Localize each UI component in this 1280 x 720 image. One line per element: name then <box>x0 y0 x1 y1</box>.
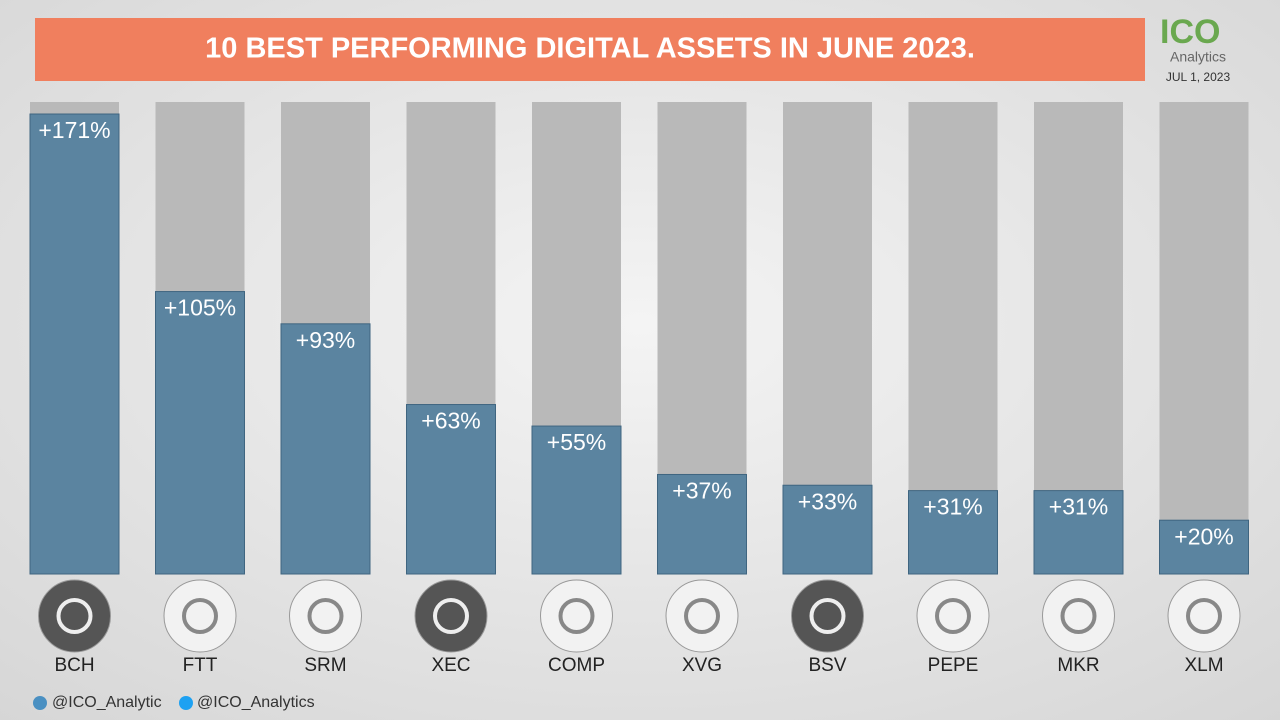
chart-title: 10 BEST PERFORMING DIGITAL ASSETS IN JUN… <box>205 33 975 65</box>
coin-glyph <box>1060 598 1097 634</box>
bar <box>1033 490 1124 575</box>
value-label: +20% <box>1174 523 1233 549</box>
coin-glyph <box>558 598 595 634</box>
x-tick-label: XLM <box>1184 655 1223 676</box>
x-tick-label: XVG <box>682 655 722 676</box>
coin-glyph <box>182 598 218 634</box>
twitter-icon <box>179 696 193 710</box>
bar <box>657 473 747 575</box>
x-tick-label: MKR <box>1057 655 1099 676</box>
coin-icon <box>916 579 990 653</box>
coin-icon <box>540 579 613 653</box>
value-label: +31% <box>923 494 982 520</box>
value-label: +33% <box>798 488 857 514</box>
bar <box>155 291 245 575</box>
coin-icon <box>1042 579 1115 653</box>
coin-glyph <box>56 598 93 634</box>
bar <box>908 490 998 575</box>
value-label: +55% <box>547 429 606 455</box>
value-label: +105% <box>164 295 236 321</box>
value-label: +171% <box>38 117 110 143</box>
title-banner <box>35 18 1145 81</box>
x-tick-label: XEC <box>431 655 470 676</box>
coin-icon <box>665 579 739 653</box>
bar <box>280 323 371 575</box>
bar <box>406 404 496 575</box>
bar-track <box>1159 102 1249 574</box>
coin-glyph <box>1186 598 1222 634</box>
coin-glyph <box>935 598 971 634</box>
bar <box>531 425 622 575</box>
value-label: +37% <box>672 478 731 504</box>
coin-glyph <box>433 598 469 634</box>
coin-glyph <box>307 598 344 634</box>
x-tick-label: SRM <box>304 655 346 676</box>
bar <box>782 484 873 575</box>
coin-icon <box>38 579 111 653</box>
footer-twitter: @ICO_Analytics <box>197 694 315 711</box>
coin-icon <box>1167 579 1241 653</box>
footer-telegram: @ICO_Analytic <box>52 694 162 711</box>
logo-date: JUL 1, 2023 <box>1166 70 1231 84</box>
coin-glyph <box>809 598 846 634</box>
value-label: +31% <box>1049 494 1108 520</box>
coin-glyph <box>684 598 720 634</box>
logo-name: ICO <box>1160 13 1220 51</box>
coin-icon <box>791 579 864 653</box>
x-tick-label: FTT <box>183 655 218 676</box>
coin-icon <box>289 579 362 653</box>
logo-subtitle: Analytics <box>1170 49 1226 65</box>
coin-icon <box>163 579 237 653</box>
bar <box>29 113 120 575</box>
x-tick-label: COMP <box>548 655 605 676</box>
coin-icon <box>414 579 488 653</box>
telegram-icon <box>33 696 47 710</box>
value-label: +63% <box>421 408 480 434</box>
bar <box>1159 519 1249 575</box>
x-tick-label: BSV <box>808 655 846 676</box>
value-label: +93% <box>296 327 355 353</box>
x-tick-label: BCH <box>54 655 94 676</box>
x-tick-label: PEPE <box>928 655 979 676</box>
